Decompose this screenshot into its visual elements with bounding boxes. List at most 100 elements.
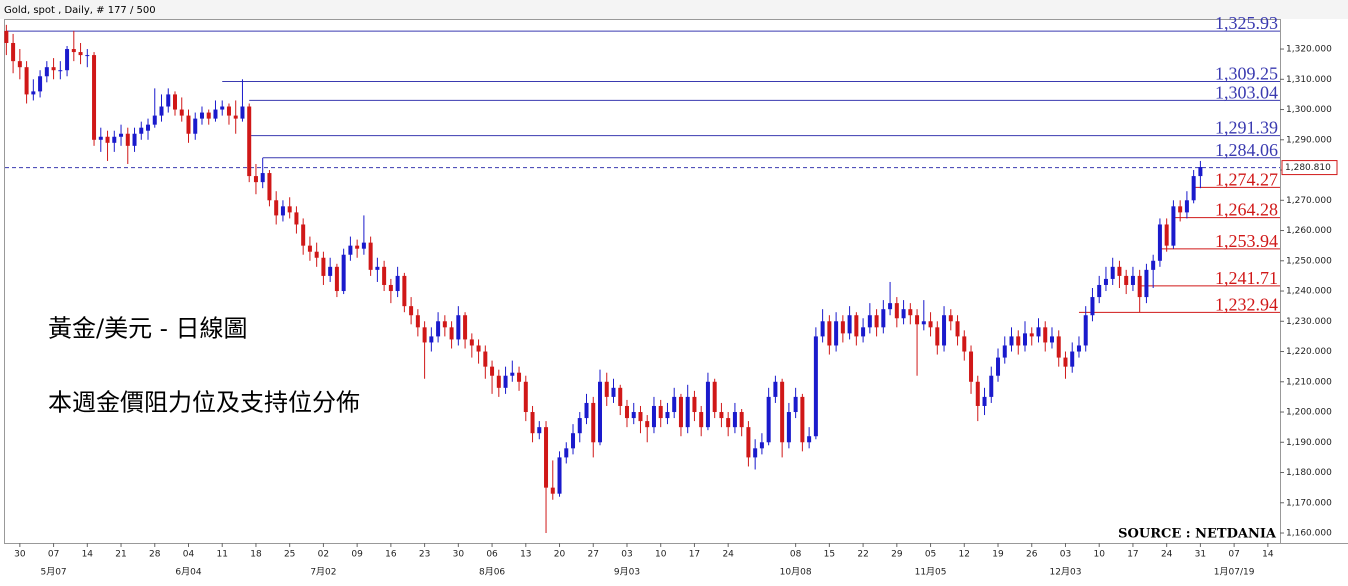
candle-body: [908, 309, 913, 316]
x-tick-label: 10: [655, 550, 667, 560]
candle-body: [861, 327, 866, 337]
candle-body: [584, 402, 589, 419]
month-label: 5月07: [40, 567, 66, 578]
candle-body: [557, 457, 562, 494]
candle-body: [503, 375, 508, 388]
candle-body: [193, 118, 198, 134]
candle-body: [678, 396, 683, 428]
candle-body: [294, 212, 299, 225]
candle-body: [807, 436, 812, 443]
y-tick-label: 1,240.000: [1286, 287, 1332, 297]
candle-body: [1036, 327, 1041, 337]
candle-body: [402, 275, 407, 307]
candle-body: [1023, 333, 1027, 346]
x-tick-label: 24: [1161, 550, 1173, 560]
candle-body: [517, 372, 522, 382]
candle-body: [1056, 336, 1061, 358]
candle-body: [746, 427, 751, 458]
y-tick-label: 1,160.000: [1286, 529, 1332, 539]
candle-body: [301, 224, 306, 246]
candle-body: [651, 405, 656, 428]
candle-body: [685, 396, 690, 428]
candle-body: [1070, 351, 1075, 367]
candle-body: [672, 396, 677, 413]
candle-body: [314, 251, 319, 258]
candle-body: [901, 309, 906, 319]
candle-body: [834, 321, 839, 346]
chart-subtitle: 本週金價阻力位及支持位分佈: [48, 389, 360, 417]
candle-body: [1090, 297, 1095, 316]
x-tick-label: 09: [351, 550, 363, 560]
candle-body: [463, 315, 468, 340]
candle-body: [739, 412, 744, 428]
y-tick-label: 1,320.000: [1286, 45, 1332, 55]
candle-body: [159, 106, 164, 116]
candle-body: [996, 357, 1001, 376]
candle-body: [915, 315, 920, 325]
header-bar: [0, 0, 1348, 19]
y-tick-label: 1,190.000: [1286, 438, 1332, 448]
candle-body: [1124, 275, 1129, 285]
y-tick-label: 1,300.000: [1286, 105, 1332, 115]
candle-body: [948, 315, 953, 322]
candle-body: [65, 49, 70, 71]
candle-body: [173, 94, 177, 110]
header: Gold, spot , Daily, # 177 / 500: [4, 5, 156, 16]
candle-body: [658, 405, 663, 419]
candle-body: [712, 381, 717, 413]
candle-body: [1191, 176, 1196, 201]
candle-body: [415, 315, 420, 328]
candle-body: [98, 136, 103, 140]
candle-body: [44, 67, 49, 77]
candle-body: [442, 321, 447, 328]
candle-body: [1157, 224, 1162, 261]
x-tick-label: 22: [857, 550, 868, 560]
candle-body: [1130, 275, 1135, 285]
x-tick-label: 11: [216, 550, 227, 560]
candle-body: [692, 396, 697, 413]
x-tick-label: 29: [891, 550, 903, 560]
candle-body: [1009, 336, 1014, 346]
candle-body: [1110, 266, 1115, 279]
candle-body: [240, 106, 245, 119]
current-price-box: [1281, 160, 1338, 176]
candle-body: [523, 381, 528, 413]
x-tick-label: 23: [419, 550, 430, 560]
candle-body: [51, 67, 56, 71]
candle-body: [611, 387, 616, 397]
candle-body: [92, 55, 97, 140]
candle-body: [152, 115, 157, 125]
candle-body: [631, 412, 636, 419]
candle-body: [1144, 269, 1149, 298]
candle-body: [436, 321, 441, 337]
candle-body: [591, 402, 596, 443]
y-tick-label: 1,310.000: [1286, 75, 1332, 85]
x-tick-label: 02: [318, 550, 329, 560]
candle-body: [577, 418, 582, 434]
x-tick-label: 14: [1262, 550, 1274, 560]
level-label: 1,253.94: [1215, 231, 1278, 251]
candle-body: [705, 381, 710, 428]
candle-body: [328, 266, 333, 276]
month-label: 8月06: [479, 567, 505, 578]
candle-body: [375, 266, 380, 270]
y-tick-label: 1,180.000: [1286, 468, 1332, 478]
candle-body: [1063, 357, 1068, 367]
candle-body: [105, 136, 110, 143]
candle-body: [719, 412, 724, 419]
x-tick-label: 16: [385, 550, 397, 560]
candle-body: [975, 381, 980, 406]
candle-body: [388, 284, 393, 292]
level-label: 1,309.25: [1215, 64, 1278, 84]
candle-body: [1029, 333, 1034, 337]
candle-body: [888, 303, 893, 310]
x-tick-label: 26: [1026, 550, 1038, 560]
level-label: 1,303.04: [1215, 82, 1278, 102]
x-tick-label: 07: [1228, 550, 1239, 560]
candle-body: [1002, 345, 1007, 358]
candle-body: [395, 275, 400, 292]
candle-body: [199, 112, 204, 119]
candle-body: [530, 412, 535, 434]
